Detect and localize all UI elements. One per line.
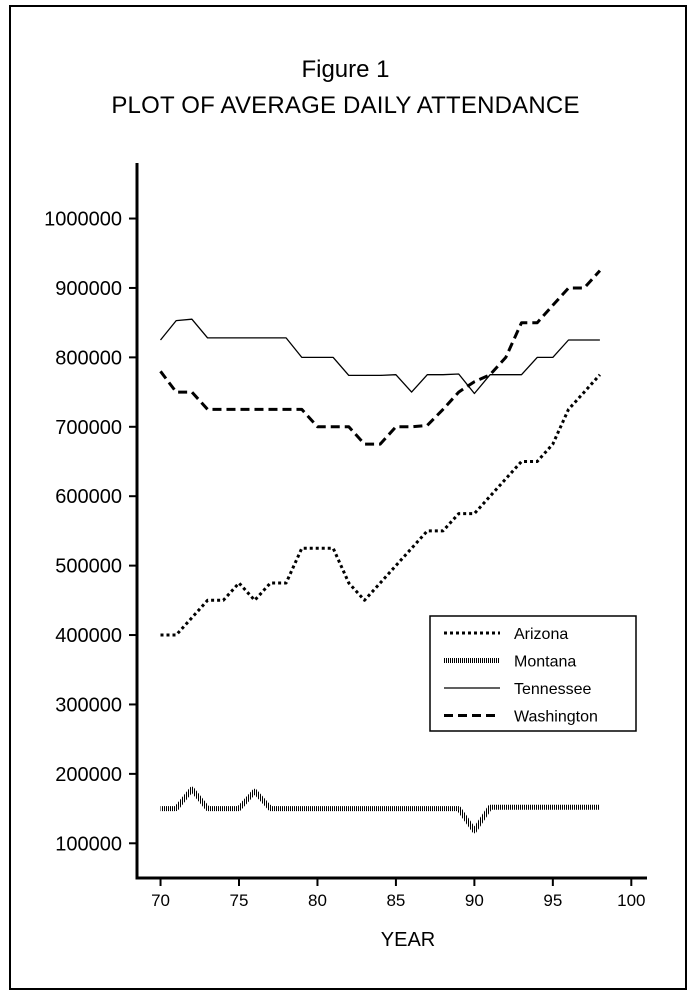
x-tick-label: 100 [617,891,645,910]
y-tick-label: 900000 [55,278,122,300]
series-line-tennessee [159,318,600,395]
y-tick-label: 700000 [55,417,122,439]
y-tick-label: 600000 [55,486,122,508]
y-tick-label: 1000000 [44,209,122,231]
series-montana [160,786,600,834]
y-tick-label: 500000 [55,556,122,578]
legend-label: Arizona [514,626,568,643]
x-tick-label: 80 [308,891,327,910]
legend-item-washington: Washington [444,709,598,726]
figure-label: Figure 1 [301,56,390,83]
legend-item-montana: Montana [444,654,576,671]
legend-label: Washington [514,709,598,726]
x-tick-label: 85 [386,891,405,910]
y-tick-label: 100000 [55,833,122,855]
chart-title: PLOT OF AVERAGE DAILY ATTENDANCE [111,92,580,119]
legend: Arizona Montana Tennessee Washington [429,615,637,732]
y-tick-label: 300000 [55,694,122,716]
y-tick-label: 800000 [55,347,122,369]
x-tick-label: 95 [543,891,562,910]
x-axis-label: YEAR [381,929,435,951]
x-tick-label: 70 [151,891,170,910]
legend-label: Montana [514,654,576,671]
series-group [159,269,602,834]
y-tick-label: 200000 [55,764,122,786]
series-washington [159,269,602,446]
legend-box [429,615,637,732]
legend-item-arizona: Arizona [444,626,568,643]
series-arizona [160,373,602,637]
x-tick-label: 90 [465,891,484,910]
series-line-montana [160,786,600,834]
y-tick-label: 400000 [55,625,122,647]
series-tennessee [159,318,600,395]
series-line-washington [159,269,602,446]
legend-item-tennessee: Tennessee [444,681,591,698]
axes: 100000 200000 300000 400000 500000 600000 7000… [44,163,647,951]
legend-label: Tennessee [514,681,591,698]
series-line-arizona [160,373,602,637]
x-tick-label: 75 [230,891,249,910]
